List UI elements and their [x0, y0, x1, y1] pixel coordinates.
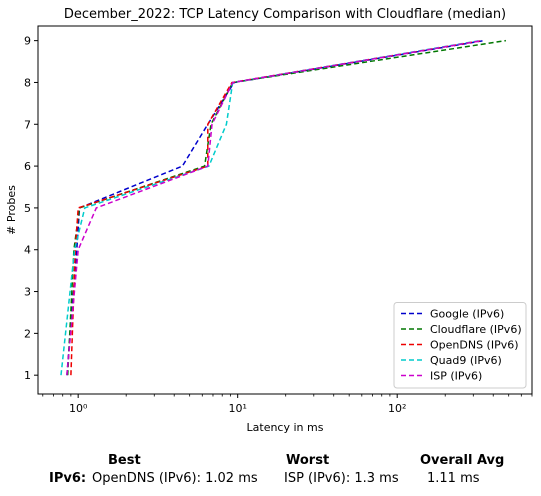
legend-label: Quad9 (IPv6): [430, 354, 502, 367]
y-tick-label: 5: [24, 202, 31, 215]
y-axis-label: # Probes: [5, 185, 18, 235]
plot-lines: [60, 39, 507, 376]
x-tick-label: 10¹: [228, 402, 246, 415]
y-tick-label: 1: [24, 369, 31, 382]
overall-avg-header: Overall Avg: [420, 453, 505, 468]
legend-label: OpenDNS (IPv6): [430, 339, 519, 352]
worst-value: ISP (IPv6): 1.3 ms: [284, 471, 399, 486]
summary-table: Best Worst Overall Avg IPv6: OpenDNS (IP…: [0, 448, 541, 496]
y-tick-label: 8: [24, 76, 31, 89]
overall-avg-value: 1.11 ms: [427, 471, 480, 486]
legend-label: ISP (IPv6): [430, 370, 482, 383]
plot-frame: [37, 25, 533, 395]
legend: Google (IPv6) Cloudflare (IPv6) OpenDNS (I…: [393, 302, 527, 389]
y-tick-label: 3: [24, 286, 31, 299]
worst-header: Worst: [286, 453, 330, 468]
series-line-2: [66, 39, 507, 376]
chart-title: December_2022: TCP Latency Comparison wi…: [64, 7, 506, 22]
latency-chart: December_2022: TCP Latency Comparison wi…: [5, 7, 533, 434]
legend-label: Google (IPv6): [430, 308, 504, 321]
y-axis-ticks: 1 2 3 4 5 6 7 8 9: [24, 35, 38, 382]
x-axis-label: Latency in ms: [247, 421, 324, 434]
y-tick-label: 4: [24, 244, 31, 257]
x-tick-label: 10²: [388, 402, 406, 415]
y-tick-label: 7: [24, 118, 31, 131]
best-header: Best: [108, 453, 141, 468]
y-tick-label: 6: [24, 160, 31, 173]
legend-label: Cloudflare (IPv6): [430, 323, 522, 336]
ipv6-row-label: IPv6:: [49, 471, 87, 486]
best-value: OpenDNS (IPv6): 1.02 ms: [92, 471, 258, 486]
y-tick-label: 9: [24, 35, 31, 48]
x-axis-ticks: 10⁰ 10¹ 10²: [42, 394, 533, 415]
y-tick-label: 2: [24, 327, 31, 340]
series-line-5: [66, 39, 483, 376]
x-tick-label: 10⁰: [69, 402, 88, 415]
legend-box: [393, 302, 527, 389]
